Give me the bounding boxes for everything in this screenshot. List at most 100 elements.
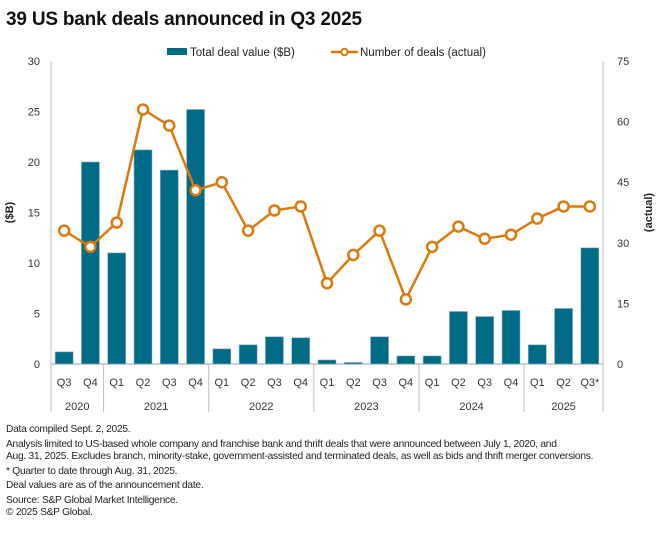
legend-bar-label: Total deal value ($B) xyxy=(190,47,295,59)
line-point xyxy=(241,224,255,237)
bar xyxy=(54,351,74,365)
x-tick-label: Q4 xyxy=(504,377,519,389)
line-point xyxy=(163,119,176,132)
right-axis-tick-label: 45 xyxy=(617,177,629,189)
left-axis-tick-label: 10 xyxy=(28,258,40,270)
line-point xyxy=(399,293,413,306)
legend-line-marker xyxy=(340,47,349,57)
bar xyxy=(81,161,100,365)
legend-bar-swatch xyxy=(167,48,187,55)
line-point xyxy=(504,228,518,241)
year-group-label: 2022 xyxy=(249,401,273,413)
bar xyxy=(475,316,495,365)
bar xyxy=(343,362,363,365)
bar xyxy=(422,355,442,365)
bar-series xyxy=(54,109,600,365)
x-tick-label: Q2 xyxy=(136,377,151,389)
bar xyxy=(554,308,573,365)
year-group-label: 2020 xyxy=(65,401,89,413)
x-tick-label: Q1 xyxy=(320,377,335,389)
line-point xyxy=(136,103,150,116)
line-point xyxy=(557,200,570,213)
year-group-label: 2021 xyxy=(144,401,168,413)
left-axis-tick-label: 15 xyxy=(28,208,40,220)
line-point xyxy=(531,212,544,225)
bar xyxy=(527,344,547,365)
line-point xyxy=(294,200,307,213)
bar xyxy=(370,336,389,365)
line-series xyxy=(57,103,597,306)
x-tick-label: Q4 xyxy=(399,377,414,389)
right-axis-tick-label: 30 xyxy=(617,238,629,250)
left-axis-tick-label: 5 xyxy=(34,309,40,321)
line-point xyxy=(478,232,491,246)
line-point xyxy=(452,220,465,233)
bar xyxy=(291,337,311,365)
x-tick-label: Q3* xyxy=(580,377,600,389)
bar xyxy=(212,348,232,365)
note-compiled: Data compiled Sept. 2, 2025. xyxy=(6,424,131,435)
left-axis-tick-label: 25 xyxy=(28,107,40,119)
line-point xyxy=(268,204,281,217)
x-tick-label: Q4 xyxy=(293,377,308,389)
bar xyxy=(317,359,337,365)
x-tick-label: Q4 xyxy=(83,377,98,389)
x-tick-label: Q1 xyxy=(530,377,545,389)
bar xyxy=(159,169,179,365)
legend: Total deal value ($B) Number of deals (a… xyxy=(167,47,486,59)
bar xyxy=(396,355,416,365)
left-axis-tick-label: 20 xyxy=(28,157,40,169)
note-analysis-line1: Analysis limited to US-based whole compa… xyxy=(6,438,557,450)
bar xyxy=(238,344,258,365)
chart-notes: Data compiled Sept. 2, 2025. Analysis li… xyxy=(6,424,660,522)
note-analysis-line2: Aug. 31, 2025. Excludes branch, minority… xyxy=(6,451,594,462)
x-tick-label: Q3 xyxy=(57,377,72,389)
bar xyxy=(580,247,600,365)
right-axis-tick-label: 0 xyxy=(617,359,623,371)
x-tick-label: Q3 xyxy=(477,377,492,389)
x-tick-label: Q2 xyxy=(556,377,571,389)
right-axis-tick-label: 60 xyxy=(617,117,629,129)
bar xyxy=(265,336,284,365)
bar xyxy=(449,311,468,365)
x-axis-labels: Q3 Q4 Q1 Q2 Q3 Q4 Q1 Q2 Q3 Q4 Q1 Q2 Q3 Q4 Q1 Q2 Q3 Q4 Q1 Q2… xyxy=(57,364,600,413)
line-point xyxy=(215,175,229,189)
x-tick-label: Q2 xyxy=(241,377,256,389)
line-point xyxy=(583,200,597,213)
year-group-label: 2023 xyxy=(354,401,378,413)
note-copyright: © 2025 S&P Global. xyxy=(6,507,93,518)
chart-title: 39 US bank deals announced in Q3 2025 xyxy=(6,9,362,30)
x-tick-label: Q4 xyxy=(188,377,203,389)
x-tick-label: Q1 xyxy=(425,377,440,389)
line-point xyxy=(347,248,360,262)
line-point xyxy=(189,184,202,197)
bar xyxy=(501,310,521,365)
x-tick-label: Q3 xyxy=(372,377,387,389)
line-point xyxy=(425,240,439,254)
legend-line-label: Number of deals (actual) xyxy=(360,47,486,59)
line-point xyxy=(373,224,386,237)
right-axis-title: (actual) xyxy=(643,193,655,232)
right-axis-tick-label: 15 xyxy=(617,298,629,310)
year-group-label: 2024 xyxy=(459,401,483,413)
x-tick-label: Q2 xyxy=(451,377,466,389)
left-axis-tick-label: 30 xyxy=(28,56,40,68)
x-tick-label: Q1 xyxy=(215,377,230,389)
year-group-label: 2025 xyxy=(551,401,575,413)
note-deal-values: Deal values are as of the announcement d… xyxy=(6,480,204,491)
x-tick-label: Q3 xyxy=(162,377,177,389)
line-point xyxy=(110,216,123,229)
bar xyxy=(107,252,127,365)
bar xyxy=(186,109,205,365)
line-point xyxy=(57,224,71,237)
x-tick-label: Q2 xyxy=(346,377,361,389)
left-axis-tick-label: 0 xyxy=(34,359,40,371)
note-source: Source: S&P Global Market Intelligence. xyxy=(6,494,178,506)
bar xyxy=(133,149,153,365)
x-tick-label: Q1 xyxy=(109,377,124,389)
line-point xyxy=(320,276,334,290)
x-tick-label: Q3 xyxy=(267,377,282,389)
left-axis-title: ($B) xyxy=(4,201,16,223)
line-point xyxy=(84,240,97,254)
